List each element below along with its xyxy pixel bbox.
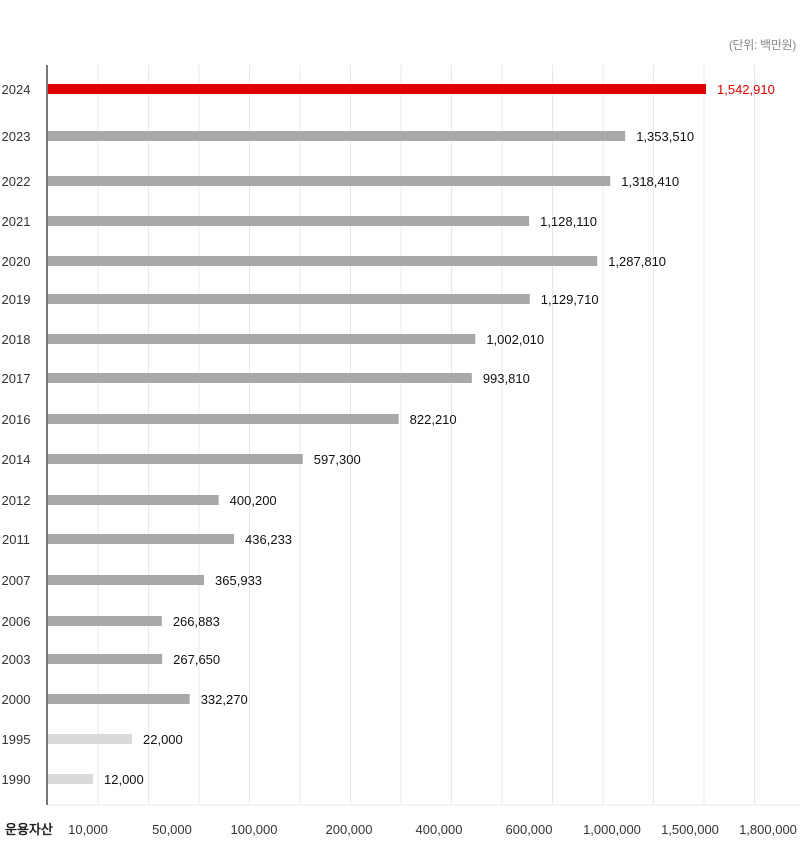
value-label-2000: 332,270 (201, 692, 248, 707)
x-tick-label: 50,000 (152, 822, 192, 837)
bar-2012 (48, 495, 219, 505)
bars (48, 84, 706, 784)
value-label-2003: 267,650 (173, 652, 220, 667)
value-label-2019: 1,129,710 (541, 292, 599, 307)
year-label-2019: 2019 (2, 292, 31, 307)
year-label-2000: 2000 (2, 692, 31, 707)
value-label-2012: 400,200 (230, 493, 277, 508)
value-label-2017: 993,810 (483, 371, 530, 386)
value-label-2022: 1,318,410 (621, 174, 679, 189)
x-tick-label: 1,000,000 (583, 822, 641, 837)
bar-2000 (48, 694, 190, 704)
bar-2019 (48, 294, 530, 304)
value-label-2016: 822,210 (410, 412, 457, 427)
bar-2014 (48, 454, 303, 464)
year-label-2011: 2011 (2, 532, 30, 547)
year-label-2023: 2023 (2, 129, 31, 144)
value-label-2014: 597,300 (314, 452, 361, 467)
value-label-2020: 1,287,810 (608, 254, 666, 269)
x-tick-label: 100,000 (231, 822, 278, 837)
bar-2007 (48, 575, 205, 585)
x-tick-label: 1,800,000 (739, 822, 797, 837)
bar-2024 (48, 84, 706, 94)
bar-1995 (48, 734, 132, 744)
value-label-2006: 266,883 (173, 614, 220, 629)
bar-2006 (48, 616, 162, 626)
year-label-2016: 2016 (2, 412, 31, 427)
bar-2023 (48, 131, 626, 141)
value-label-2011: 436,233 (245, 532, 292, 547)
year-label-2020: 2020 (2, 254, 31, 269)
bar-2021 (48, 216, 530, 226)
year-label-2007: 2007 (2, 573, 31, 588)
year-label-2018: 2018 (2, 332, 31, 347)
year-labels: 2024 2023 2022 2021 2020 2019 2018 2017 2016 2014… (2, 82, 31, 787)
year-label-2021: 2021 (2, 214, 31, 229)
year-label-1995: 1995 (2, 732, 31, 747)
value-label-2007: 365,933 (215, 573, 262, 588)
year-label-2012: 2012 (2, 493, 31, 508)
grid-lines (47, 65, 800, 806)
x-tick-label: 400,000 (416, 822, 463, 837)
year-label-2014: 2014 (2, 452, 31, 467)
value-label-2018: 1,002,010 (486, 332, 544, 347)
value-labels: 1,542,910 1,353,510 1,318,410 1,128,110 1,28… (104, 82, 775, 787)
bar-1990 (48, 774, 93, 784)
year-label-2006: 2006 (2, 614, 31, 629)
value-label-1995: 22,000 (143, 732, 183, 747)
x-axis-title: 운용자산 (5, 822, 53, 838)
bar-2022 (48, 176, 611, 186)
bar-2011 (48, 534, 235, 544)
x-tick-label: 200,000 (326, 822, 373, 837)
year-label-2022: 2022 (2, 174, 31, 189)
value-label-1990: 12,000 (104, 772, 144, 787)
bar-2017 (48, 373, 472, 383)
value-label-2024: 1,542,910 (717, 82, 775, 97)
bar-2020 (48, 256, 598, 266)
x-tick-label: 1,500,000 (661, 822, 719, 837)
value-label-2021: 1,128,110 (540, 214, 597, 229)
year-label-1990: 1990 (2, 772, 31, 787)
year-label-2017: 2017 (2, 371, 31, 386)
x-tick-label: 10,000 (68, 822, 108, 837)
year-label-2024: 2024 (2, 82, 31, 97)
year-label-2003: 2003 (2, 652, 31, 667)
unit-note: (단위: 백만원) (728, 38, 796, 52)
x-tick-labels: 10,000 50,000 100,000 200,000 400,000 600,000… (68, 822, 797, 837)
x-tick-label: 600,000 (506, 822, 553, 837)
bar-2003 (48, 654, 163, 664)
bar-2016 (48, 414, 399, 424)
bar-2018 (48, 334, 476, 344)
value-label-2023: 1,353,510 (636, 129, 694, 144)
